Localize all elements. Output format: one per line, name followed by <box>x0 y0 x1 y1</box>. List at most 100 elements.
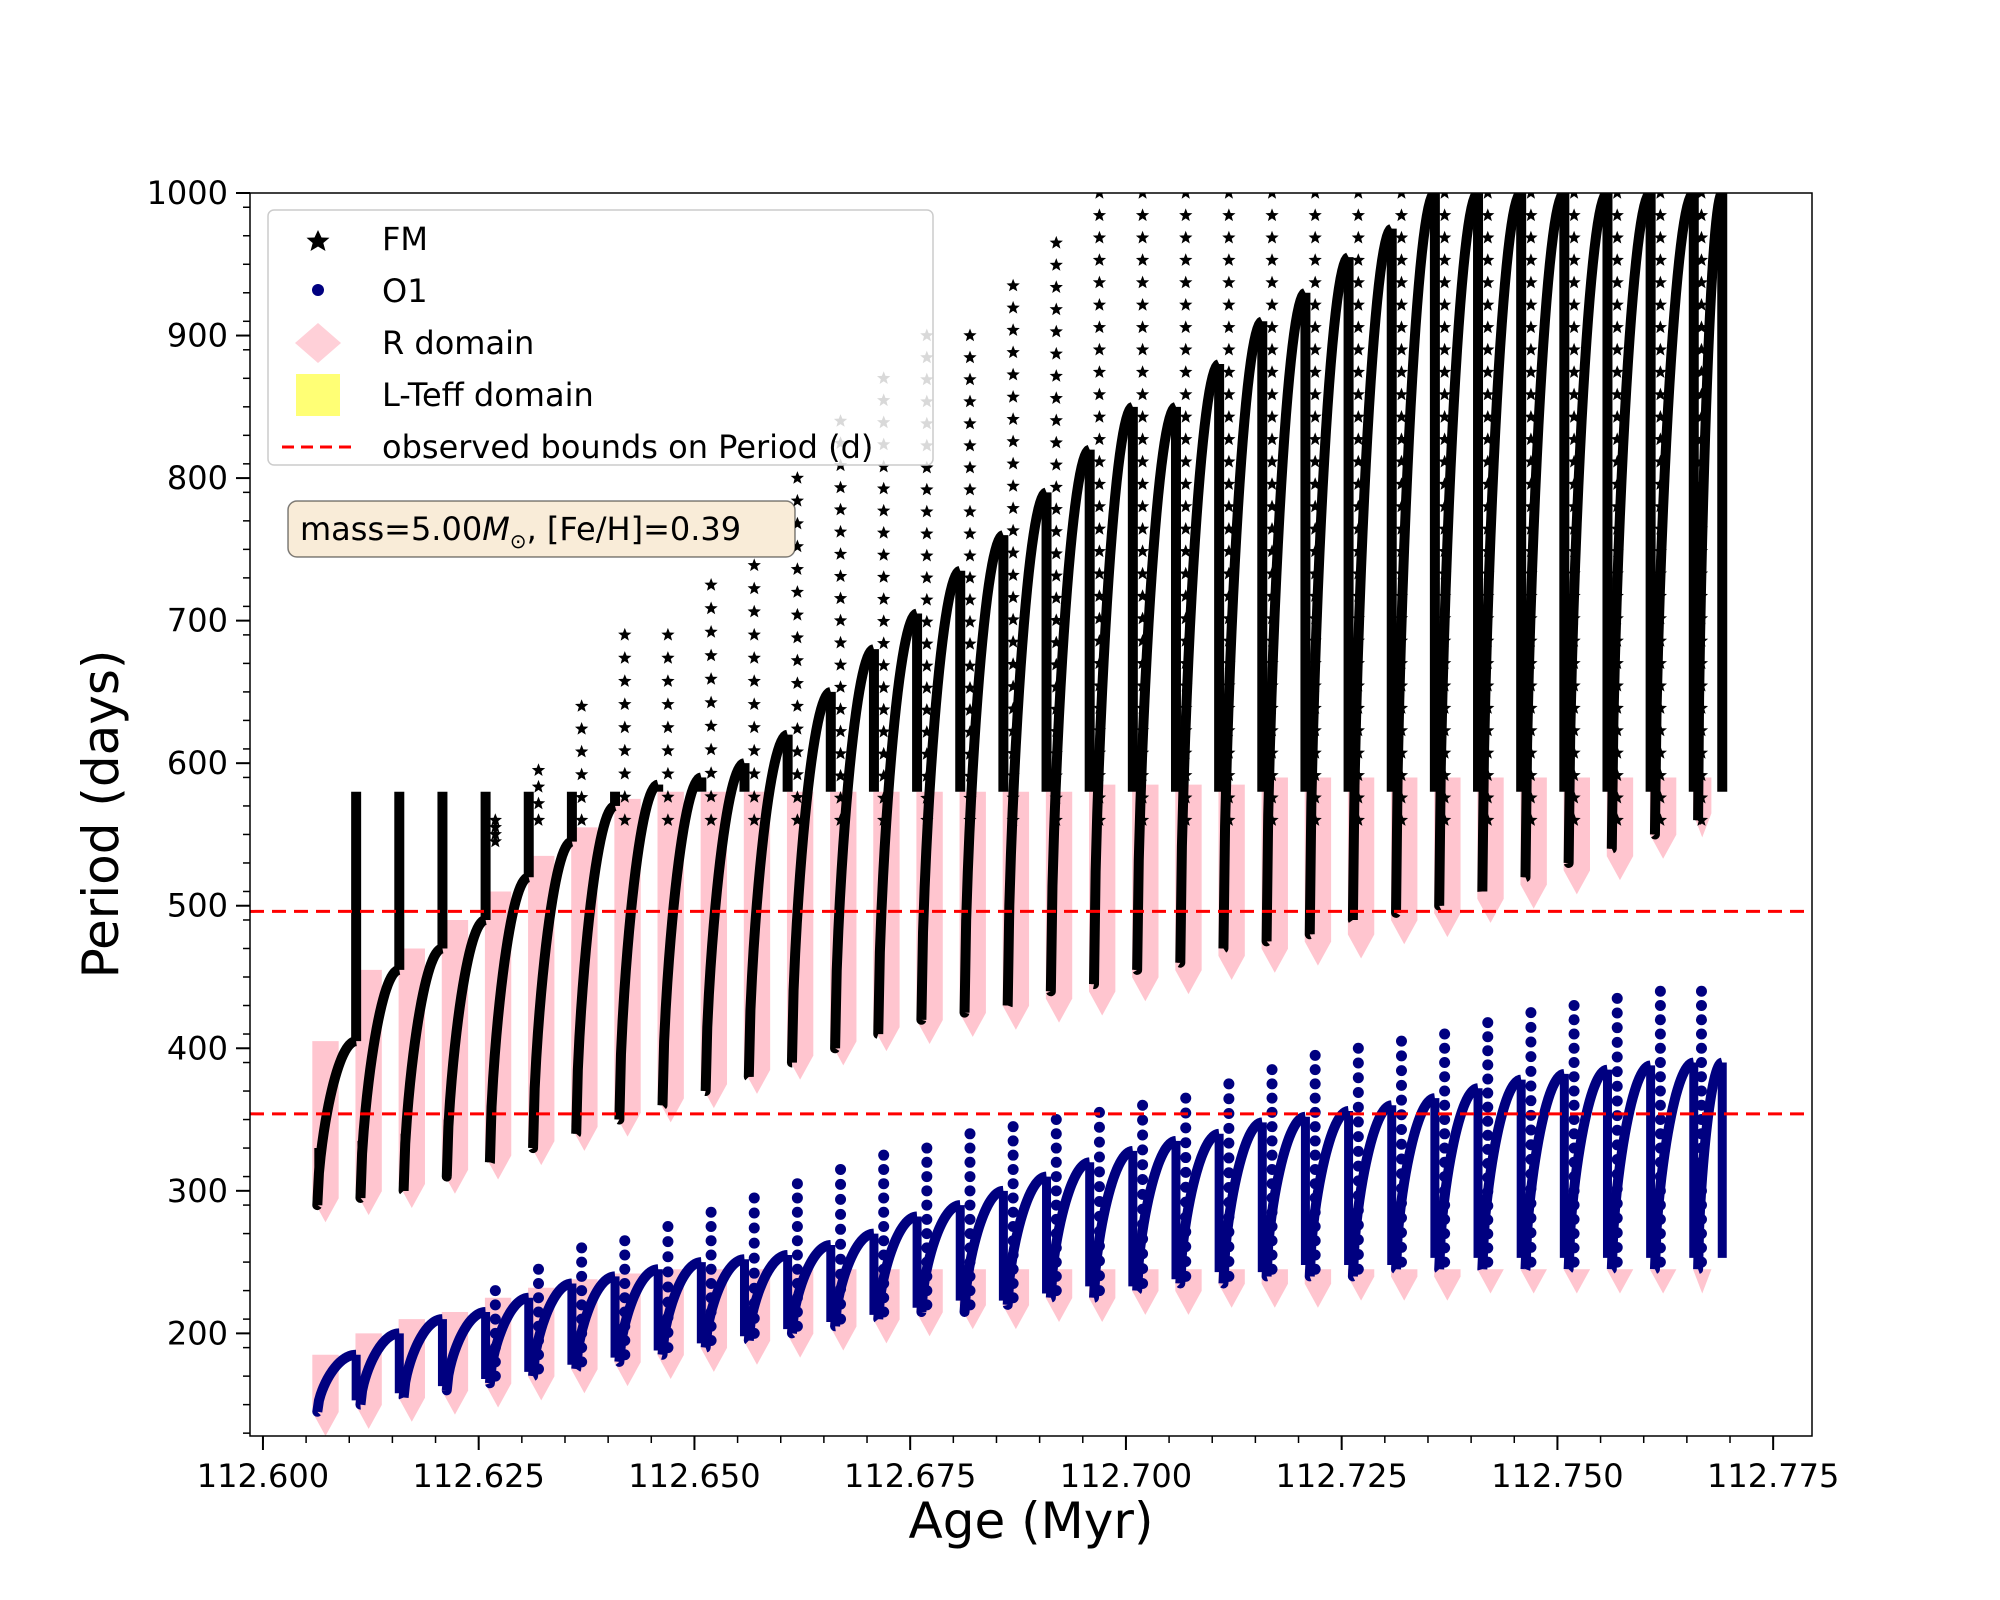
fm-star-marker <box>1351 768 1365 782</box>
fm-star-marker <box>1049 546 1063 560</box>
fm-star-marker <box>1567 522 1581 535</box>
o1-dot-marker <box>1482 1059 1494 1071</box>
o1-dot-marker <box>532 1277 544 1289</box>
fm-star-marker <box>1049 258 1063 271</box>
fm-star-marker <box>1265 230 1279 244</box>
fm-star-marker <box>1265 432 1279 446</box>
fm-star-marker <box>1481 410 1495 423</box>
fm-loop <box>873 608 921 1040</box>
fm-star-marker <box>1567 544 1581 558</box>
o1-dot-marker <box>835 1178 847 1190</box>
fm-star-marker <box>1092 342 1107 356</box>
fm-star-marker <box>920 482 934 496</box>
fm-star-marker <box>920 504 934 518</box>
fm-star-marker <box>1351 320 1365 334</box>
fm-star-marker <box>1524 410 1538 423</box>
o1-dot-marker <box>878 1163 890 1175</box>
fm-star-marker <box>747 697 761 710</box>
fm-star-marker <box>1006 701 1020 715</box>
fm-star-marker <box>1092 253 1107 266</box>
o1-dot-marker <box>835 1163 847 1175</box>
fm-star-marker <box>1006 501 1020 514</box>
o1-dot-marker <box>662 1220 674 1232</box>
fm-star-marker <box>1265 544 1279 558</box>
fm-star-marker <box>963 659 977 672</box>
fm-star-marker <box>1351 566 1365 580</box>
fm-star-marker <box>1394 611 1409 625</box>
fm-star-marker <box>1524 678 1538 692</box>
y-tick-label: 800 <box>167 459 228 497</box>
o1-dot-marker <box>1654 1171 1666 1183</box>
o1-dot-marker <box>1568 1014 1580 1026</box>
fm-star-marker <box>747 743 761 757</box>
fm-star-marker <box>1179 611 1193 625</box>
o1-dot-marker <box>1482 1157 1494 1169</box>
legend: FM O1 R domain L-Teff domain observed bo… <box>267 209 934 466</box>
o1-dot-marker <box>1611 1110 1623 1122</box>
fm-star-marker <box>1653 723 1667 737</box>
fm-star-marker <box>1179 768 1193 782</box>
o1-dot-marker <box>1568 1042 1580 1054</box>
fm-star-marker <box>488 813 502 826</box>
fm-star-marker <box>877 702 891 716</box>
fm-star-marker <box>1653 320 1667 334</box>
fm-star-marker <box>1351 634 1365 647</box>
fm-star-marker <box>1265 342 1279 356</box>
fm-star-marker <box>920 570 934 584</box>
fm-star-marker <box>1394 275 1409 289</box>
o1-dot-marker <box>619 1263 631 1275</box>
fm-star-marker <box>1567 275 1581 289</box>
fm-star-marker <box>618 651 632 664</box>
fm-star-marker <box>575 722 589 735</box>
o1-dot-marker <box>791 1220 803 1232</box>
o1-dot-marker <box>1695 1171 1707 1183</box>
o1-dot-marker <box>878 1220 890 1232</box>
o1-dot-marker <box>1525 1168 1537 1180</box>
fm-star-marker <box>1179 813 1193 826</box>
o1-dot-marker <box>1654 1242 1666 1254</box>
o1-dot-marker <box>662 1326 674 1338</box>
o1-dot-marker <box>1223 1211 1235 1223</box>
fm-star-marker <box>1308 342 1322 356</box>
fm-star-marker <box>1610 477 1624 490</box>
o1-dot-marker <box>1439 1071 1451 1083</box>
fm-star-marker <box>1394 253 1409 266</box>
fm-star-marker <box>661 766 675 780</box>
fm-star-marker <box>1438 723 1452 737</box>
fm-star-marker <box>1092 701 1107 714</box>
o1-dot-marker <box>1611 1095 1623 1107</box>
fm-star-marker <box>1524 499 1538 513</box>
fm-star-marker <box>963 460 977 474</box>
fm-star-marker <box>1351 813 1365 826</box>
fm-star-marker <box>963 416 977 430</box>
o1-dot-marker <box>1007 1206 1019 1218</box>
fm-star-marker <box>1438 589 1452 602</box>
o1-dot-marker <box>1309 1206 1321 1218</box>
fm-star-marker <box>1265 611 1279 625</box>
fm-star-marker <box>1438 544 1452 558</box>
fm-star-marker <box>1351 589 1365 602</box>
fm-star-marker <box>1653 768 1667 782</box>
fm-star-marker <box>1570 193 1579 199</box>
fm-star-marker <box>877 746 891 760</box>
fm-star-marker <box>1438 768 1452 782</box>
fm-star-marker <box>1481 387 1495 401</box>
fm-star-marker <box>790 676 804 689</box>
o1-dot-marker <box>1611 1256 1623 1268</box>
fm-star-marker <box>1049 480 1063 493</box>
o1-dot-marker <box>1395 1065 1407 1077</box>
o1-dot-marker <box>1180 1226 1192 1238</box>
fm-star-marker <box>833 791 848 804</box>
o1-dot-marker <box>1137 1277 1149 1289</box>
fm-star-marker <box>1481 790 1495 804</box>
o1-dot-marker <box>1654 1099 1666 1111</box>
fm-star-marker <box>1694 656 1709 670</box>
o1-dot-marker <box>662 1342 674 1354</box>
fm-star-marker <box>1265 275 1279 289</box>
fm-star-marker <box>1308 208 1322 222</box>
fm-star-marker <box>1653 432 1667 446</box>
fm-star-marker <box>1135 589 1150 602</box>
fm-star-marker <box>1179 230 1193 244</box>
fm-star-marker <box>963 769 977 782</box>
fm-star-marker <box>1694 701 1709 714</box>
